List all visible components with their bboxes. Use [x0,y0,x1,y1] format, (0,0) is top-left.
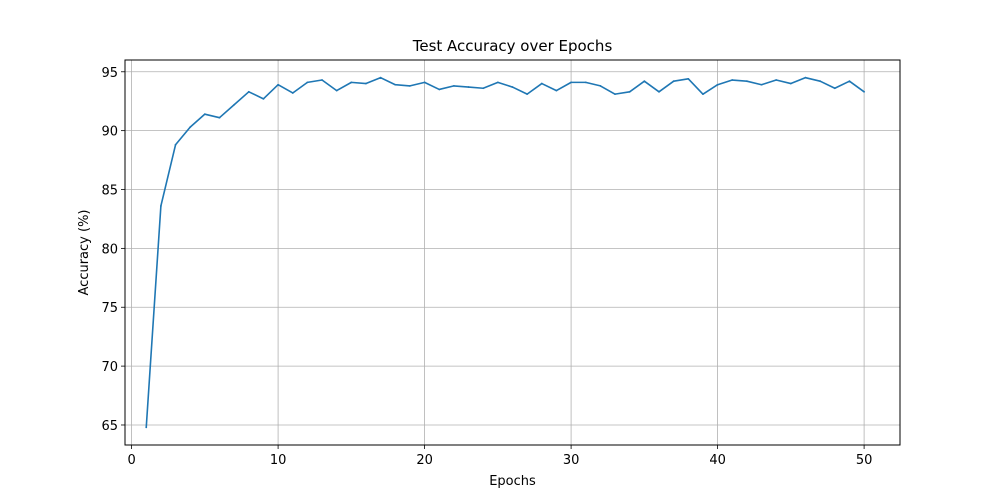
x-axis-label: Epochs [489,474,536,489]
data-point [555,89,558,92]
data-point [365,82,367,85]
data-point [218,116,221,119]
data-point [262,97,265,100]
data-point [848,80,851,83]
data-point [643,80,646,83]
data-point [687,77,690,80]
data-point [350,81,353,84]
data-point [174,143,177,146]
x-tick-label: 50 [856,453,873,468]
x-tick-label: 10 [270,453,287,468]
data-point [570,81,573,84]
data-point [746,80,748,83]
data-point [599,85,602,87]
data-point [833,87,836,90]
data-point [775,79,778,81]
data-point [614,93,616,96]
y-tick-label: 95 [101,66,118,81]
data-point [658,90,660,93]
data-point [760,83,763,86]
data-point [145,426,148,429]
data-point [189,126,192,129]
data-point [291,92,294,94]
x-tick-label: 0 [127,453,135,468]
data-point [540,82,543,85]
y-tick-label: 85 [101,184,118,199]
plot-area-frame [124,59,901,446]
y-tick-label: 65 [101,419,118,434]
data-point [335,89,338,92]
y-axis-label: Accuracy (%) [77,210,92,296]
data-point [379,76,382,79]
y-tick-label: 80 [101,242,118,257]
data-point [863,90,866,93]
data-point [409,85,411,87]
data-point [203,113,206,116]
data-point [482,87,485,90]
data-point [702,93,704,96]
data-point [526,93,529,96]
grid-layer [125,60,900,445]
data-point [394,83,397,86]
data-point [731,79,734,81]
data-point [804,76,807,79]
x-tick-label: 30 [563,453,580,468]
data-point [584,81,587,84]
data-point [321,79,323,81]
data-point [789,82,792,85]
y-tick-label: 75 [101,301,118,316]
data-point [716,83,719,86]
data-point [159,205,162,207]
y-tick-label: 90 [101,125,118,140]
data-point [467,86,470,88]
series-line-0 [145,76,865,428]
data-point [277,83,279,86]
line-layer [145,76,866,429]
data-point [306,81,309,84]
data-point [452,85,455,87]
data-point [628,90,631,93]
data-point [672,80,675,83]
data-point [819,80,822,83]
x-tick-label: 40 [709,453,726,468]
data-point [247,90,250,93]
data-point [496,81,499,84]
data-point [233,103,236,106]
y-tick-label: 70 [101,360,118,375]
data-point [511,86,514,88]
chart-title: Test Accuracy over Epochs [412,37,613,55]
data-point [423,81,426,84]
x-tick-label: 20 [416,453,433,468]
data-point [438,88,441,91]
tick-layer: 0 10 20 30 40 50 65 70 75 80 85 90 95 [101,66,872,468]
